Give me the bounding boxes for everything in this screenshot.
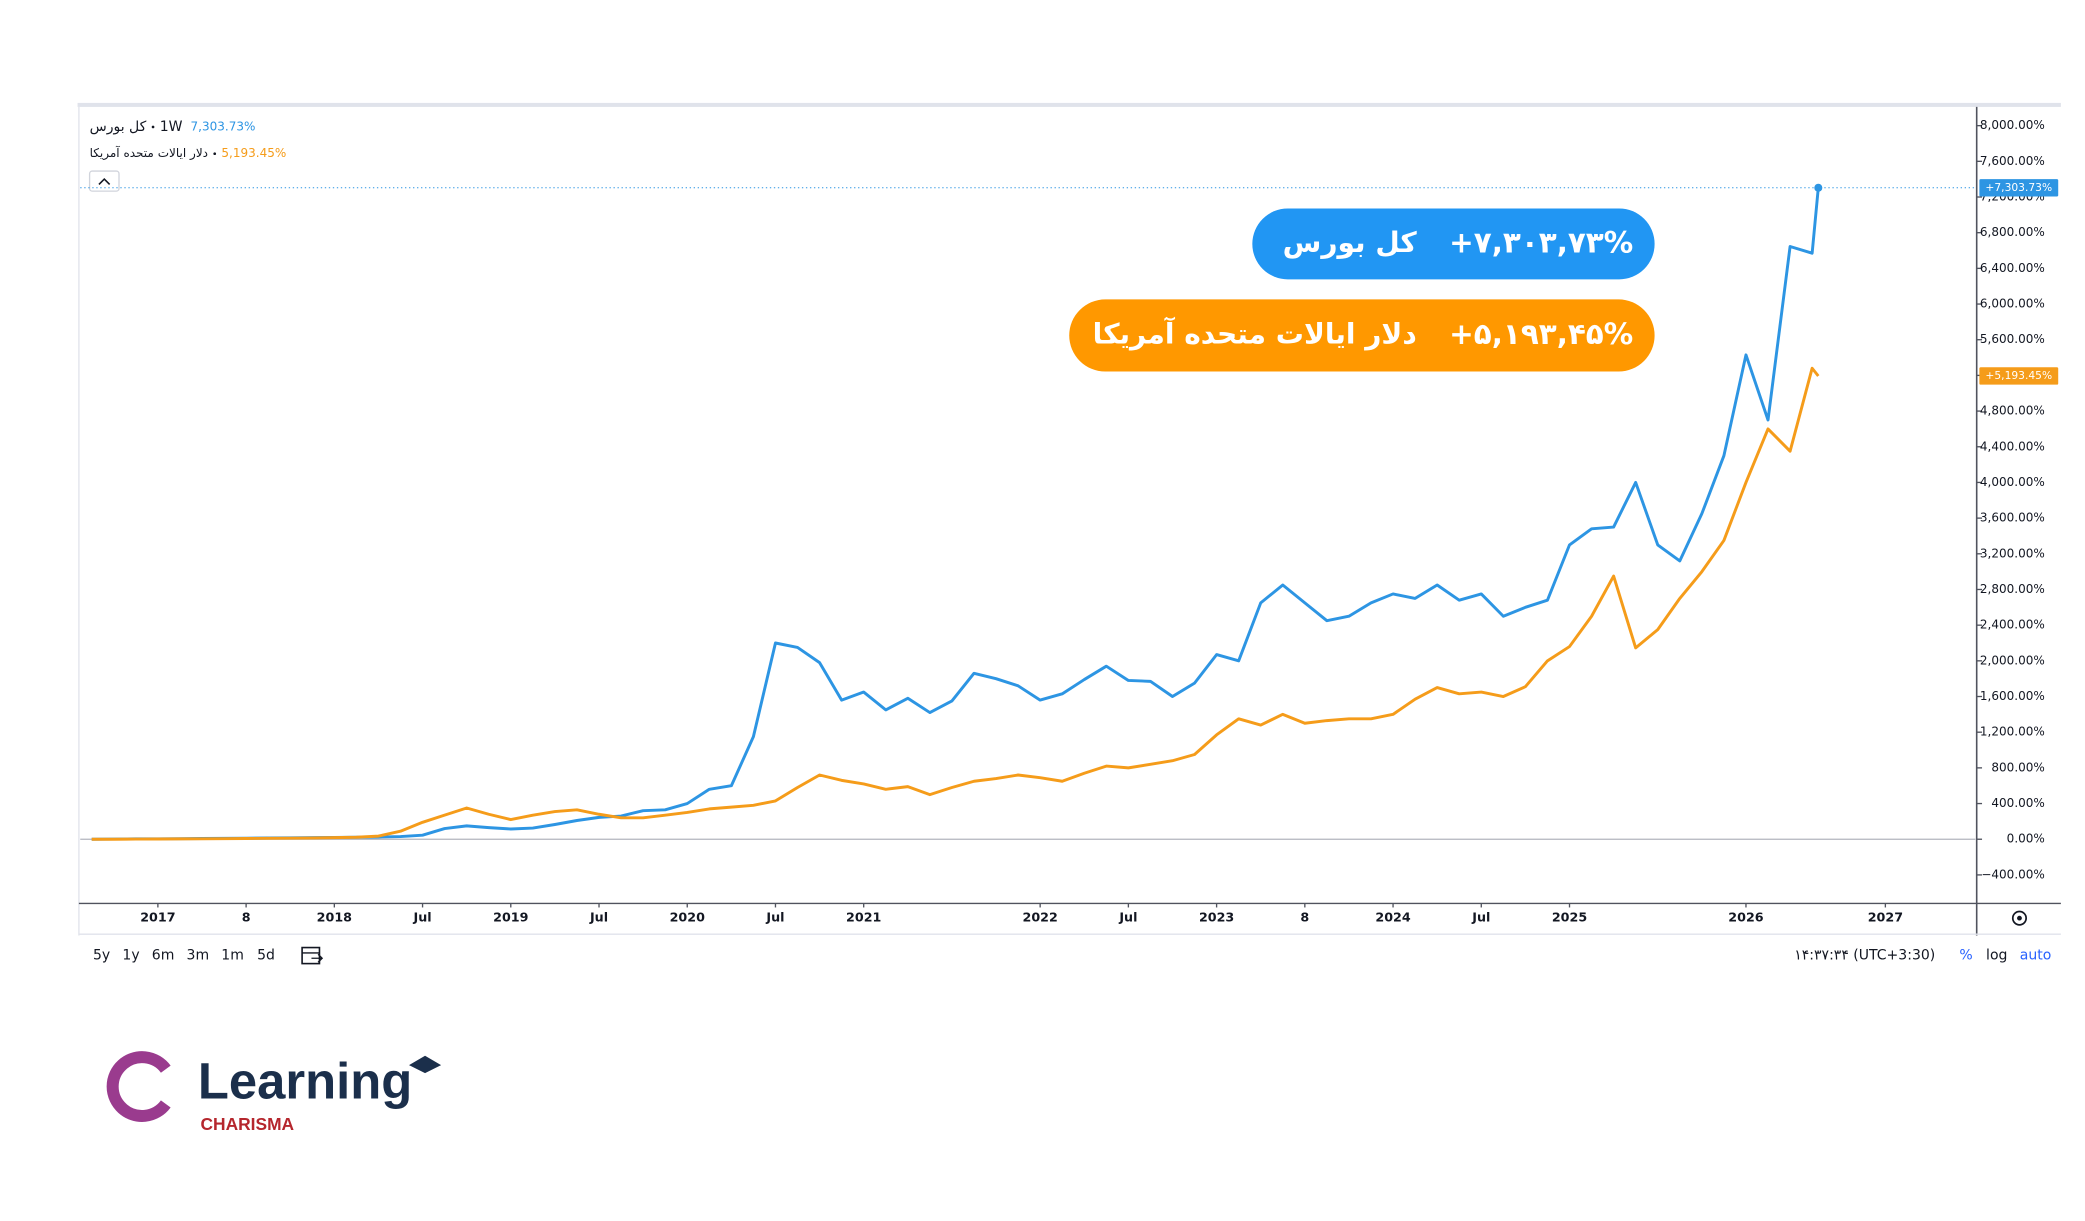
y-tick-label: 5,600.00% (1980, 332, 2045, 346)
x-tick-label: 2019 (493, 910, 528, 925)
y-tick-label: 400.00% (1991, 796, 2044, 810)
range-button[interactable]: 1m (221, 948, 244, 964)
legend-interval: 1W (160, 119, 183, 135)
logo: Learning CHARISMA (106, 1051, 442, 1134)
y-tick-label: 6,800.00% (1980, 225, 2045, 239)
range-button[interactable]: 3m (187, 948, 210, 964)
y-tick-label: 2,800.00% (1980, 582, 2045, 596)
y-tick-label: 8,000.00% (1980, 118, 2045, 132)
x-tick-label: 2023 (1199, 910, 1234, 925)
gear-center (2017, 915, 2022, 921)
x-tick-label: 2026 (1728, 910, 1763, 925)
y-tick-label: 0.00% (2007, 832, 2045, 846)
price-label: +7,303.73% (1985, 181, 2052, 194)
y-tick-label: 3,200.00% (1980, 546, 2045, 560)
range-button[interactable]: 1y (122, 948, 139, 964)
x-tick-label: Jul (589, 910, 608, 925)
annotation-text: دلار ایالات متحده آمریکا (1093, 316, 1417, 350)
y-tick-label: 4,400.00% (1980, 439, 2045, 453)
range-button[interactable]: 5y (93, 948, 110, 964)
annotation-pill (1252, 208, 1655, 280)
x-tick-label: 2027 (1868, 910, 1903, 925)
y-tick-label: 6,400.00% (1980, 261, 2045, 275)
x-tick-label: 2021 (846, 910, 881, 925)
x-tick-label: 8 (1300, 910, 1309, 925)
y-tick-label: 2,000.00% (1980, 653, 2045, 667)
chevron (98, 177, 111, 186)
x-tick-label: 2024 (1375, 910, 1410, 925)
calendar (301, 946, 321, 965)
price-label-box (1979, 179, 2059, 197)
y-tick-label: 4,800.00% (1980, 404, 2045, 418)
y-tick-label: 1,200.00% (1980, 725, 2045, 739)
legend-dot (151, 125, 155, 129)
x-tick-label: Jul (413, 910, 432, 925)
annotation-value: +۵,۱۹۳,۴۵% (1449, 317, 1633, 351)
y-tick-label: 2,400.00% (1980, 618, 2045, 632)
logo-mark (106, 1051, 171, 1122)
x-tick-label: 2025 (1552, 910, 1587, 925)
annotation-pill (1069, 299, 1655, 372)
range-button[interactable]: 6m (152, 948, 175, 964)
annotation-value: +۷,۳۰۳,۷۳% (1449, 225, 1633, 259)
button-box (88, 170, 120, 192)
series-line (91, 187, 1820, 841)
x-tick-label: Jul (1118, 910, 1137, 925)
x-tick-label: 2020 (670, 910, 705, 925)
y-tick-label: 3,600.00% (1980, 511, 2045, 525)
clock: ۱۴:۳۷:۳۴ (UTC+3:30) (1794, 948, 1935, 964)
legend-value: 7,303.73% (191, 119, 256, 133)
annotation-text: کل بورس (1283, 226, 1418, 259)
logo-name: Learning (198, 1053, 412, 1110)
collapse-button[interactable] (88, 170, 120, 192)
x-tick-label: Jul (1471, 910, 1490, 925)
scale-option[interactable]: auto (2020, 948, 2052, 964)
range-button[interactable]: 5d (257, 948, 275, 964)
legend-value: 5,193.45% (221, 146, 286, 160)
scale-option[interactable]: log (1986, 948, 2007, 964)
scale-option[interactable]: % (1959, 948, 1972, 964)
x-tick-label: 8 (242, 910, 251, 925)
last-point (1814, 183, 1823, 192)
logo-tagline: CHARISMA (201, 1114, 295, 1134)
y-tick-label: 6,000.00% (1980, 297, 2045, 311)
series-line (91, 366, 1820, 841)
legend-dot (213, 152, 217, 156)
legend-name: دلار ایالات متحده آمریکا (90, 145, 208, 161)
x-tick-label: 2022 (1022, 910, 1057, 925)
y-tick-label: 4,000.00% (1980, 475, 2045, 489)
gear (2011, 910, 2028, 926)
price-label-box (1979, 367, 2059, 385)
y-tick-label: 1,600.00% (1980, 689, 2045, 703)
frame-top (77, 102, 2061, 107)
logo-cap (409, 1055, 442, 1074)
x-tick-label: 2018 (317, 910, 352, 925)
settings-icon[interactable] (2011, 910, 2028, 926)
calendar-icon[interactable] (301, 946, 324, 965)
y-tick-label: −400.00% (1981, 867, 2045, 881)
calendar-arrow (311, 953, 324, 963)
x-tick-label: 2017 (140, 910, 175, 925)
y-tick-label: 800.00% (1991, 760, 2044, 774)
legend-name: کل بورس (90, 119, 147, 135)
y-tick-label: 7,600.00% (1980, 154, 2045, 168)
price-label: +5,193.45% (1985, 369, 2052, 382)
x-tick-label: Jul (765, 910, 784, 925)
